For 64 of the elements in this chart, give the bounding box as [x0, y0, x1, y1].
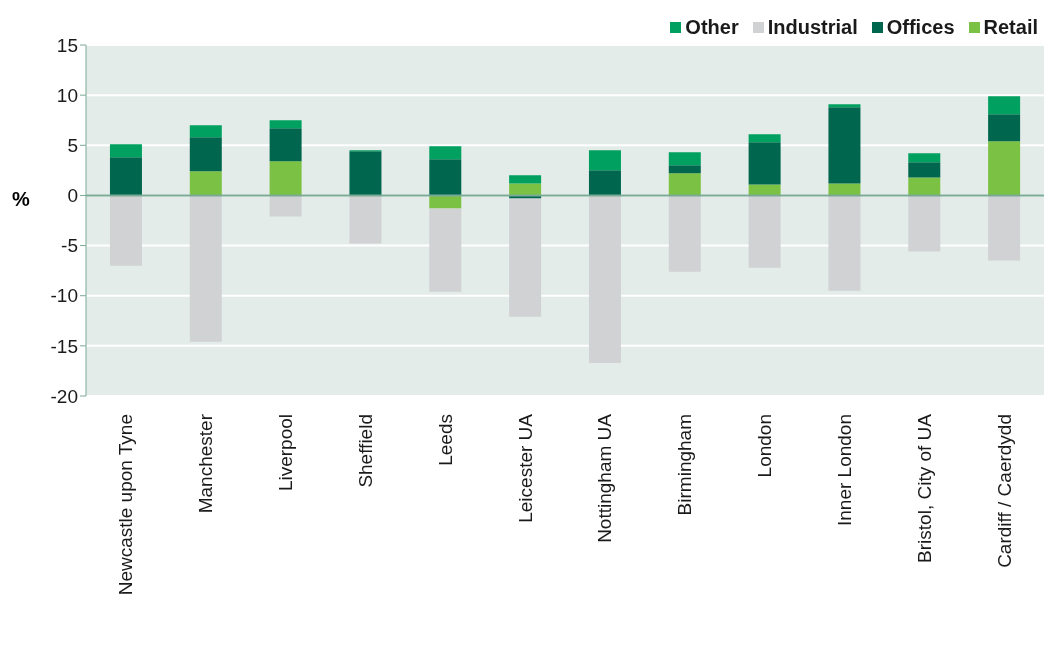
bar [908, 195, 941, 252]
x-tick-label: Leicester UA [514, 413, 536, 523]
y-tick-label: 5 [67, 135, 78, 157]
x-tick-label: Cardiff / Caerdydd [993, 414, 1015, 568]
bar [269, 120, 302, 129]
bar [509, 198, 542, 317]
y-tick-label: 10 [56, 84, 78, 106]
y-tick-label: 0 [67, 185, 78, 207]
y-tick-label: -20 [50, 385, 78, 407]
bar [668, 165, 701, 174]
bar [748, 134, 781, 143]
bar [588, 195, 621, 363]
legend-label: Retail [983, 16, 1038, 39]
bar [109, 144, 142, 158]
y-tick-label: -5 [61, 235, 78, 257]
bar [269, 195, 302, 217]
bar [189, 171, 222, 196]
bar [189, 195, 222, 342]
bar [588, 170, 621, 196]
bar [828, 107, 861, 184]
bar [988, 114, 1021, 142]
y-axis-title: % [12, 188, 30, 211]
bar [908, 162, 941, 178]
legend-label: Other [685, 16, 739, 39]
x-tick-label: Leeds [434, 414, 456, 466]
bar [429, 159, 462, 196]
bar [988, 195, 1021, 261]
y-tick-label: -15 [50, 335, 78, 357]
legend-label: Offices [886, 16, 955, 39]
bar [429, 208, 462, 292]
bar [269, 128, 302, 162]
bar [908, 153, 941, 163]
x-tick-label: Bristol, City of UA [913, 413, 935, 563]
x-tick-label: Manchester [195, 413, 217, 514]
bar [748, 142, 781, 185]
x-tick-label: Nottingham UA [594, 413, 616, 543]
x-tick-label: Birmingham [674, 414, 696, 516]
bar [828, 195, 861, 291]
bar [668, 173, 701, 196]
bar [988, 96, 1021, 115]
bar [109, 195, 142, 266]
x-tick-label: Newcastle upon Tyne [115, 414, 137, 596]
bar [748, 195, 781, 268]
x-tick-label: London [754, 414, 776, 478]
x-tick-label: Inner London [833, 414, 855, 526]
bar [429, 195, 462, 209]
bar [349, 195, 382, 244]
bar [588, 150, 621, 171]
x-tick-label: Liverpool [275, 414, 297, 492]
bar [269, 161, 302, 196]
bar [429, 146, 462, 160]
bar [828, 104, 861, 108]
bar [349, 151, 382, 196]
bar [668, 152, 701, 166]
bar [189, 137, 222, 172]
y-tick-label: 15 [56, 34, 78, 56]
bar [668, 195, 701, 272]
y-tick-label: -10 [50, 285, 78, 307]
bar [109, 157, 142, 196]
bar [988, 141, 1021, 196]
bar [189, 125, 222, 138]
bar [509, 175, 542, 184]
x-tick-label: Sheffield [354, 414, 376, 488]
legend-label: Industrial [767, 16, 858, 39]
